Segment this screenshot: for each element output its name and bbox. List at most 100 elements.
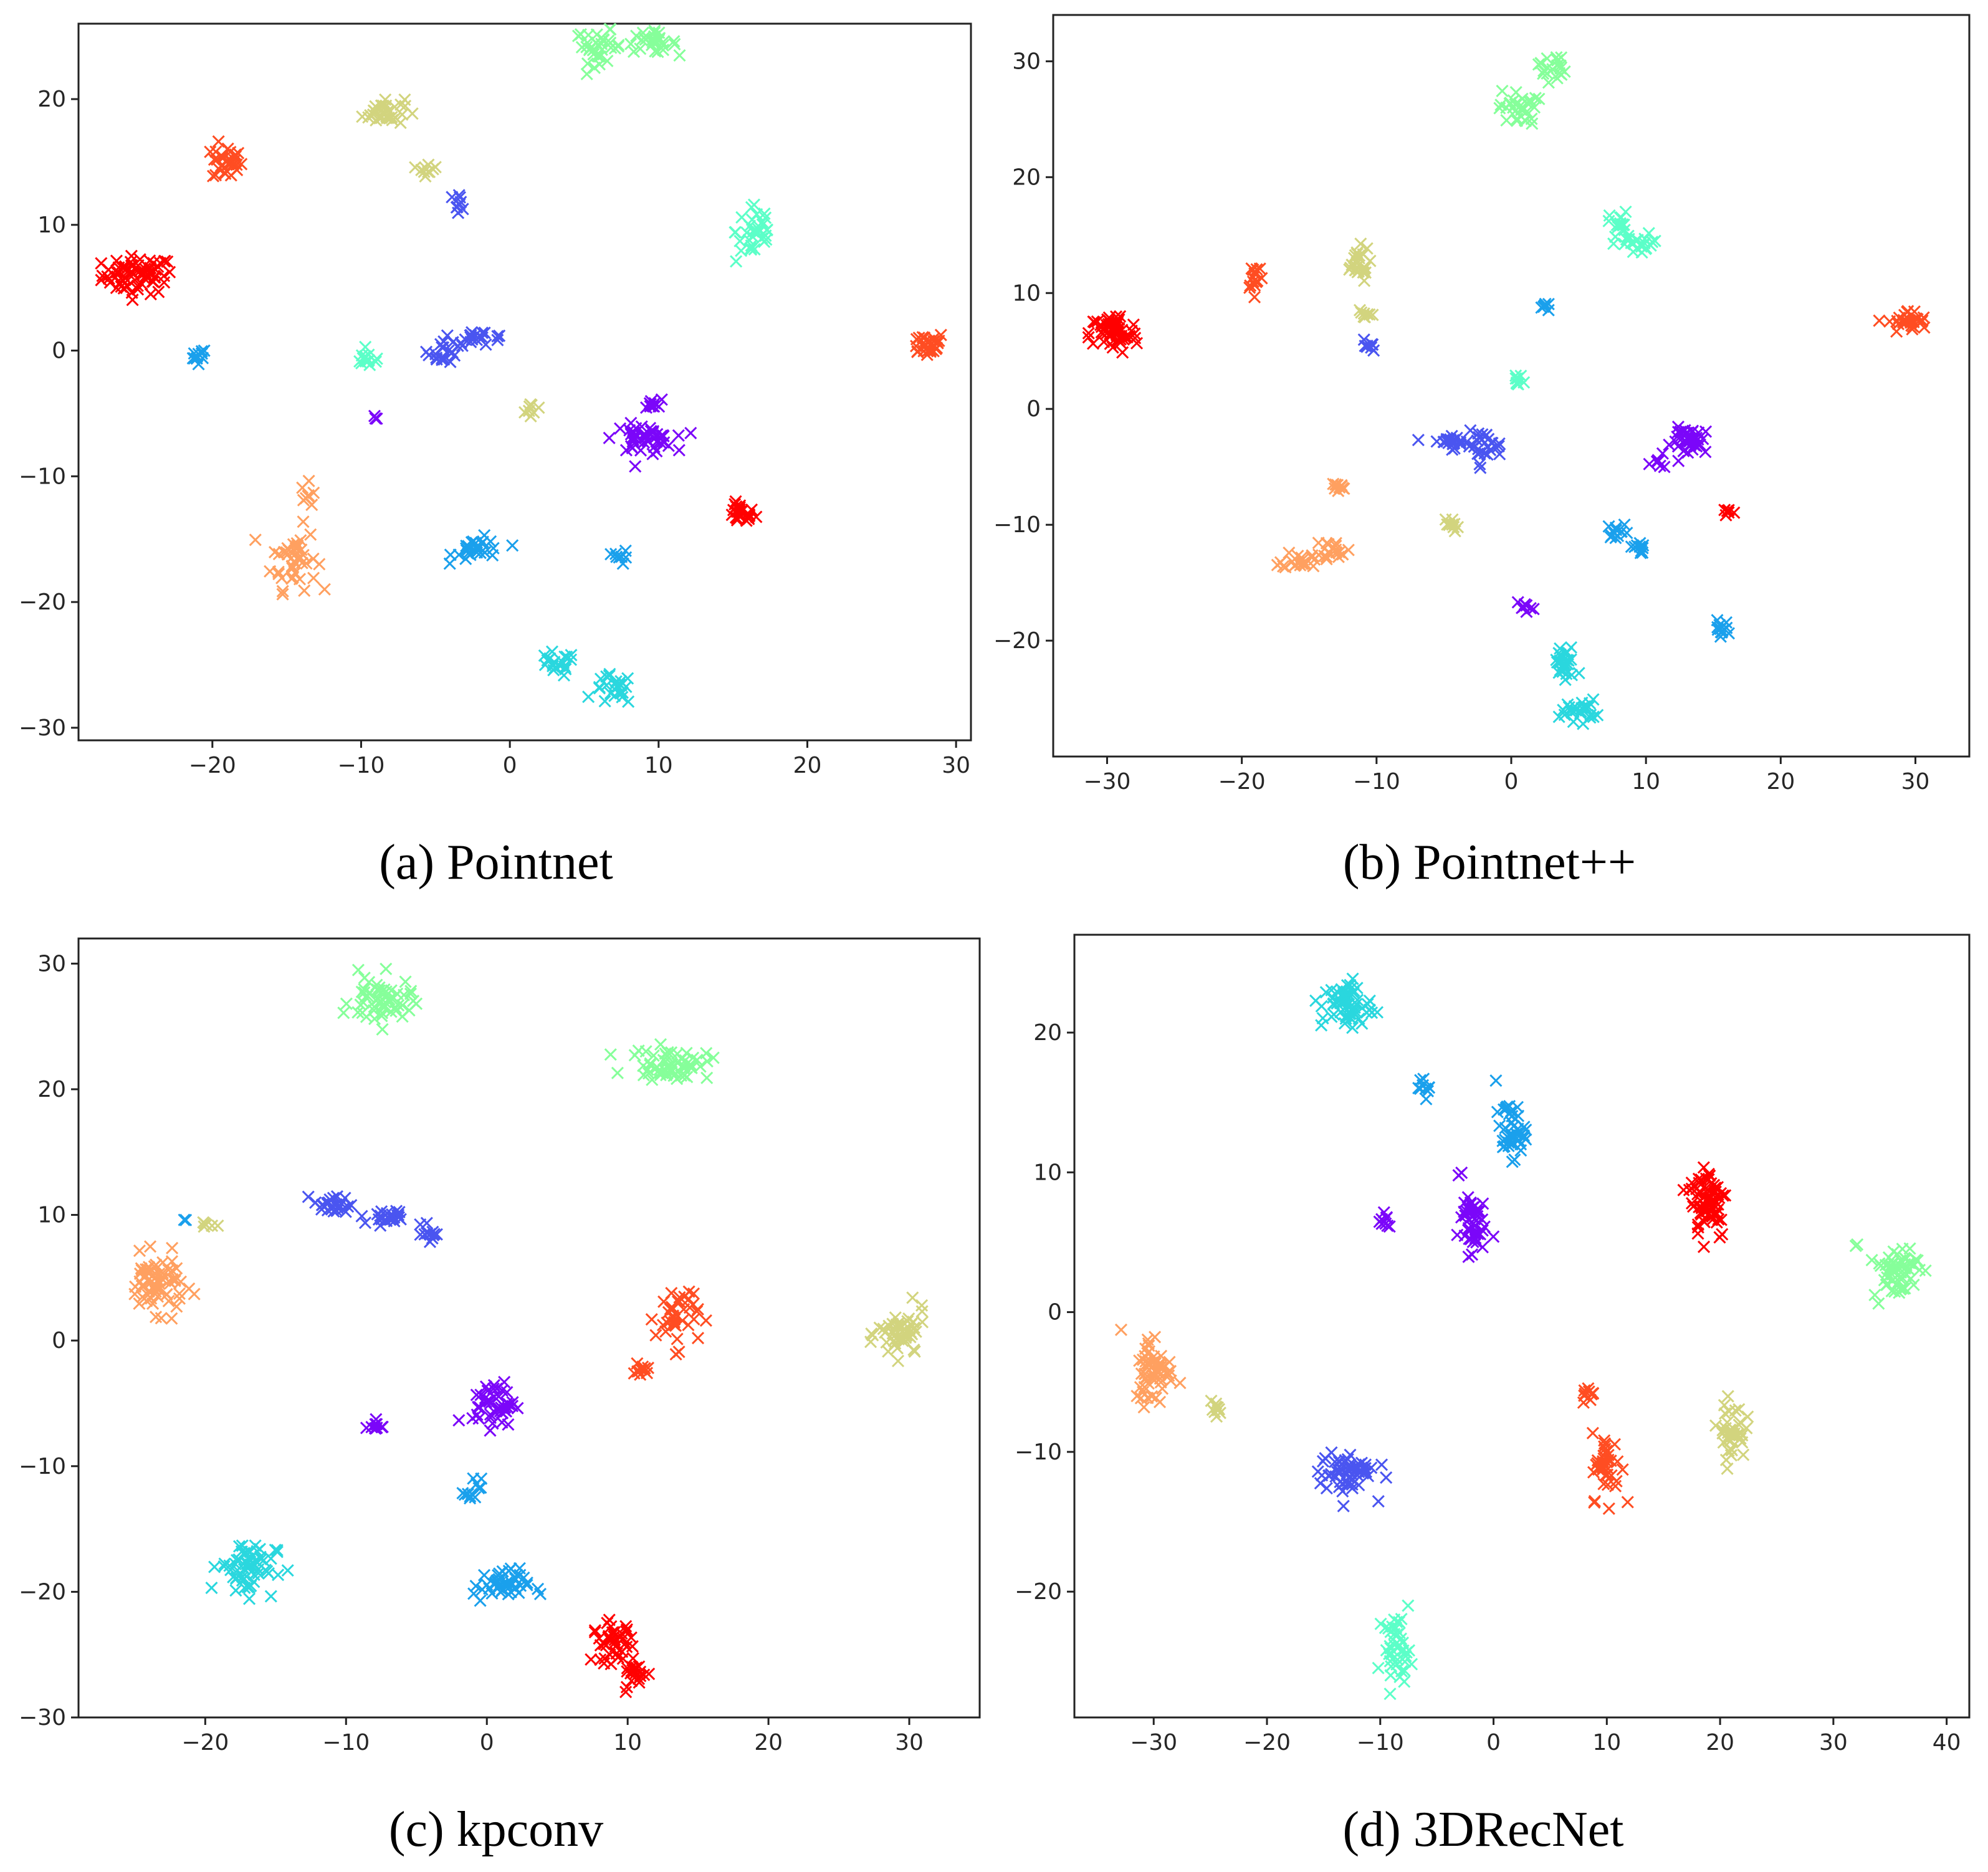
scatter-point-purple: [1672, 454, 1685, 467]
scatter-point-orange: [170, 1300, 183, 1313]
scatter-point-cyan: [1552, 666, 1565, 679]
scatter-point-sky: [1610, 523, 1623, 537]
scatter-point-cyan: [1591, 709, 1604, 722]
scatter-point-aqua-green: [748, 222, 762, 236]
scatter-point-cyan: [600, 670, 613, 683]
scatter-point-sky: [458, 1488, 471, 1501]
scatter-point-mint: [399, 975, 412, 988]
caption-d: (d) 3DRecNet: [1343, 1802, 1624, 1857]
scatter-point-olive: [915, 1316, 929, 1329]
scatter-point-red: [118, 261, 131, 274]
scatter-point-blue: [355, 1210, 368, 1223]
x-tick-label: 40: [1933, 1730, 1961, 1755]
panel-b: −30 −20 −10 0 10 20 30 −20 −10 0 10 20 30 (b) Pointn…: [993, 14, 1971, 890]
scatter-point-aqua-green: [1613, 217, 1627, 230]
scatter-point-olive: [1732, 1403, 1746, 1416]
scatter-point-sky: [520, 1576, 533, 1590]
scatter-point-red: [1711, 1198, 1724, 1211]
scatter-point-mint: [1897, 1282, 1910, 1296]
scatter-point-orange: [1283, 547, 1296, 560]
scatter-point-red: [1714, 1187, 1728, 1200]
scatter-point-blue: [1380, 1471, 1393, 1484]
scatter-point-red: [1691, 1218, 1704, 1231]
scatter-point-mint: [1551, 54, 1564, 67]
scatter-point-mint: [361, 990, 374, 1003]
scatter-point-purple: [603, 431, 616, 444]
scatter-point-purple: [1461, 1191, 1474, 1204]
scatter-point-orange: [249, 533, 262, 547]
scatter-point-purple: [1470, 1236, 1483, 1249]
scatter-point-red: [1116, 346, 1129, 359]
scatter-point-sky: [1493, 1119, 1506, 1132]
scatter-point-orange-red: [1597, 1449, 1610, 1463]
y-tick-label: −10: [993, 512, 1041, 538]
scatter-point-mint: [376, 1023, 389, 1036]
scatter-point-red: [1685, 1176, 1698, 1190]
scatter-point-olive: [865, 1327, 878, 1340]
scatter-point-red: [1702, 1173, 1715, 1186]
scatter-point-orange-red: [211, 153, 224, 166]
scatter-point-red: [1088, 316, 1101, 329]
scatter-point-purple: [369, 1422, 382, 1435]
scatter-point-purple: [484, 1411, 497, 1425]
scatter-point-orange-red: [659, 1325, 672, 1338]
scatter-point-olive: [889, 1311, 902, 1324]
scatter-point-purple: [672, 429, 685, 442]
scatter-point-cyan: [1309, 994, 1322, 1007]
scatter-point-mint: [628, 1049, 641, 1062]
scatter-point-sky: [1714, 626, 1728, 639]
scatter-point-orange: [145, 1275, 158, 1288]
scatter-point-red: [585, 1653, 598, 1666]
scatter-point-purple: [634, 444, 648, 457]
scatter-point-cyan: [557, 656, 570, 669]
scatter-point-sky: [459, 552, 472, 565]
scatter-point-mint: [580, 67, 593, 80]
scatter-point-red: [163, 265, 176, 279]
scatter-point-aqua-green: [1510, 376, 1524, 389]
y-tick-label: −30: [19, 715, 66, 741]
scatter-point-mint: [1541, 61, 1554, 74]
scatter-point-sky: [467, 1472, 480, 1485]
scatter-point-mint: [340, 997, 353, 1010]
scatter-point-red: [1107, 323, 1120, 336]
scatter-point-mint: [379, 996, 392, 1009]
scatter-point-red: [611, 1651, 624, 1664]
scatter-point-aqua-green: [1622, 229, 1635, 242]
y-tick-label: 10: [1012, 280, 1041, 306]
scatter-point-purple: [498, 1403, 511, 1416]
scatter-point-mint: [1919, 1264, 1932, 1277]
scatter-point-sky: [506, 539, 519, 552]
scatter-point-sky: [1504, 1133, 1517, 1147]
scatter-point-red: [608, 1630, 621, 1643]
scatter-point-cyan: [1351, 993, 1364, 1006]
scatter-point-blue: [491, 330, 504, 343]
scatter-point-aqua-green: [1372, 1661, 1385, 1674]
scatter-point-orange: [1294, 558, 1307, 572]
scatter-point-red: [1082, 327, 1095, 340]
scatter-point-sky: [1489, 1074, 1503, 1087]
scatter-point-olive: [1350, 246, 1364, 259]
scatter-point-mint: [1500, 113, 1513, 127]
scatter-point-orange: [1342, 543, 1355, 556]
scatter-point-mint: [378, 983, 391, 996]
scatter-point-cyan: [1365, 1006, 1379, 1020]
scatter-point-olive: [915, 1305, 929, 1318]
scatter-point-blue: [1320, 1482, 1333, 1495]
scatter-point-sky: [1634, 547, 1647, 560]
scatter-point-mint: [1525, 112, 1538, 125]
scatter-point-cyan: [272, 1569, 285, 1582]
scatter-point-sky: [613, 551, 626, 564]
scatter-point-mint: [1872, 1297, 1885, 1310]
plot-frame-c: [77, 937, 981, 1719]
scatter-point-sky: [605, 548, 618, 561]
scatter-point-blue: [441, 329, 454, 342]
scatter-point-purple: [1671, 426, 1685, 439]
scatter-point-purple: [627, 433, 640, 447]
scatter-point-orange: [136, 1279, 150, 1292]
scatter-point-sky: [1505, 1130, 1518, 1144]
y-tick-label: −20: [19, 1579, 66, 1605]
y-tick-label: −10: [1015, 1440, 1062, 1465]
scatter-point-orange-red: [1597, 1478, 1610, 1491]
scatter-point-olive: [522, 404, 535, 418]
